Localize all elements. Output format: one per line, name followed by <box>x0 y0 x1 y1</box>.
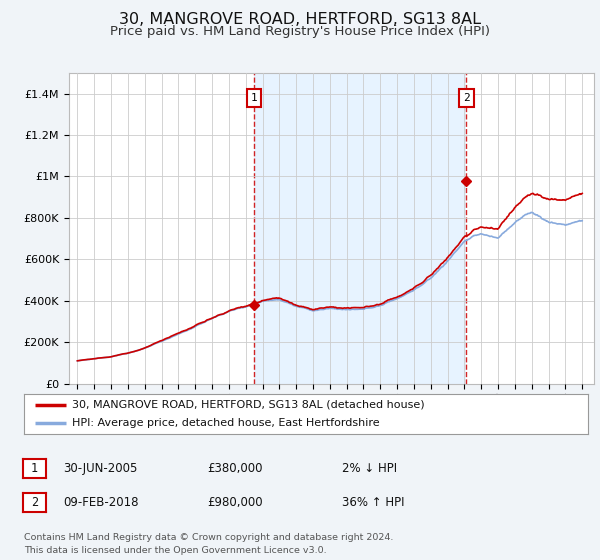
Text: Contains HM Land Registry data © Crown copyright and database right 2024.
This d: Contains HM Land Registry data © Crown c… <box>24 533 394 554</box>
Bar <box>254 73 466 384</box>
Text: 30-JUN-2005: 30-JUN-2005 <box>63 462 137 475</box>
Text: 2% ↓ HPI: 2% ↓ HPI <box>342 462 397 475</box>
Text: HPI: Average price, detached house, East Hertfordshire: HPI: Average price, detached house, East… <box>72 418 380 428</box>
Text: 36% ↑ HPI: 36% ↑ HPI <box>342 496 404 509</box>
Text: 30, MANGROVE ROAD, HERTFORD, SG13 8AL: 30, MANGROVE ROAD, HERTFORD, SG13 8AL <box>119 12 481 27</box>
Text: 1: 1 <box>31 462 38 475</box>
Text: 09-FEB-2018: 09-FEB-2018 <box>63 496 139 509</box>
Text: £980,000: £980,000 <box>207 496 263 509</box>
Text: 1: 1 <box>251 92 257 102</box>
Text: 30, MANGROVE ROAD, HERTFORD, SG13 8AL (detached house): 30, MANGROVE ROAD, HERTFORD, SG13 8AL (d… <box>72 400 425 409</box>
Text: £380,000: £380,000 <box>207 462 263 475</box>
Text: Price paid vs. HM Land Registry's House Price Index (HPI): Price paid vs. HM Land Registry's House … <box>110 25 490 38</box>
Text: 2: 2 <box>31 496 38 509</box>
Text: 2: 2 <box>463 92 470 102</box>
